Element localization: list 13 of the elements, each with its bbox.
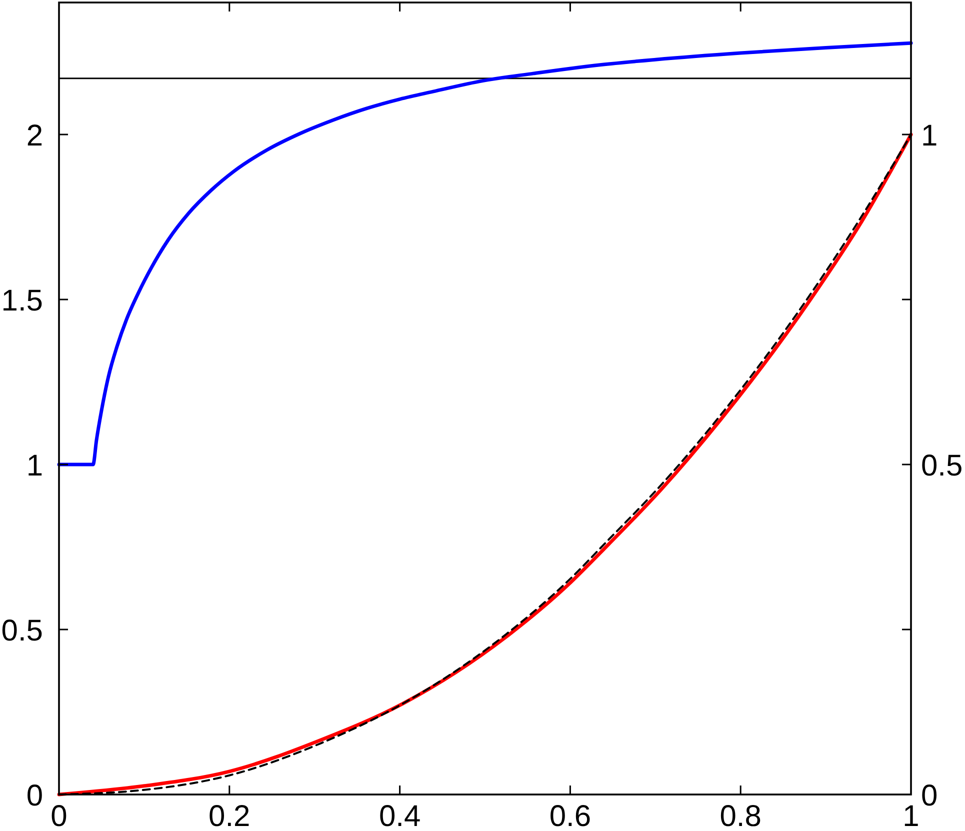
x-tick-label: 0.6 — [549, 800, 592, 831]
x-tick-label: 1 — [902, 800, 920, 831]
y-tick-label: 2 — [26, 119, 43, 152]
y2-tick-label: 1 — [921, 119, 938, 152]
y-tick-label: 1 — [26, 449, 43, 482]
x-tick-label: 0 — [50, 800, 68, 831]
y2-tick-label: 0.5 — [921, 449, 963, 482]
y-tick-label: 1.5 — [1, 284, 43, 318]
y-tick-label: 0.5 — [1, 614, 43, 648]
line-series — [57, 41, 913, 466]
x-tick-label: 0.8 — [720, 800, 762, 831]
x-tick-label: 0.2 — [208, 800, 250, 831]
x-tick-label: 0.4 — [378, 800, 421, 831]
